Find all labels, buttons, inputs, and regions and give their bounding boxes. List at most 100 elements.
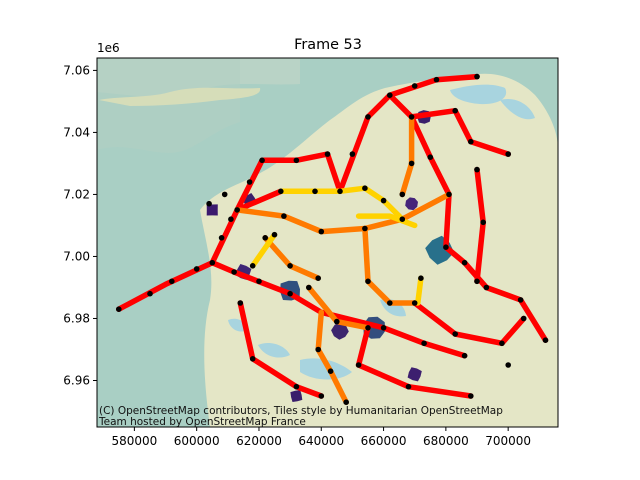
marker-38 <box>355 362 362 368</box>
x-tick-label: 580000 <box>111 434 157 448</box>
road-5 <box>408 114 549 343</box>
road-16 <box>278 185 368 195</box>
y-tick-label: 7.06 <box>63 63 90 77</box>
marker-2 <box>169 278 175 285</box>
x-tick-label: 640000 <box>298 434 344 448</box>
lake-southwest <box>258 343 290 358</box>
marker-70 <box>461 352 468 359</box>
marker-14 <box>365 114 371 120</box>
marker-11 <box>324 151 331 157</box>
marker-20 <box>452 107 459 114</box>
marker-7 <box>234 207 240 213</box>
marker-22 <box>505 151 512 157</box>
y-tick-label: 6.96 <box>63 373 90 387</box>
marker-53 <box>387 300 393 306</box>
x-axis: 580000 600000 620000 640000 660000 680000 7000… <box>111 427 531 448</box>
marker-12 <box>337 188 343 195</box>
marker-3 <box>193 266 200 272</box>
marker-69 <box>421 340 427 347</box>
marker-9 <box>259 157 265 164</box>
marker-51 <box>315 275 322 282</box>
x-tick-label: 700000 <box>485 434 531 448</box>
marker-34 <box>452 331 459 337</box>
marker-68 <box>380 325 387 331</box>
y-axis: 6.96 6.98 7.00 7.02 7.04 7.06 <box>63 63 97 387</box>
marker-21 <box>468 138 474 145</box>
marker-32 <box>474 278 480 285</box>
marker-46 <box>318 228 325 235</box>
marker-41 <box>237 300 244 306</box>
marker-59 <box>408 160 415 167</box>
zone-6 <box>405 197 418 211</box>
marker-27 <box>483 284 490 291</box>
marker-49 <box>262 235 269 241</box>
marker-57 <box>327 368 334 375</box>
marker-71 <box>505 362 512 368</box>
marker-29 <box>542 337 549 344</box>
marker-13 <box>349 151 356 157</box>
marker-37 <box>365 325 371 331</box>
tidal-flat-west <box>97 58 240 153</box>
road-7 <box>411 300 527 347</box>
axes-frame <box>96 57 559 428</box>
marker-45 <box>281 213 287 219</box>
marker-55 <box>334 318 340 325</box>
x-tick-label: 620000 <box>236 434 282 448</box>
marker-60 <box>399 191 406 198</box>
marker-28 <box>517 297 524 303</box>
marker-39 <box>405 383 412 390</box>
y-tick-label: 6.98 <box>63 311 90 325</box>
marker-44 <box>318 393 325 399</box>
marker-0 <box>116 306 122 313</box>
marker-5 <box>218 235 225 241</box>
marker-62 <box>312 188 318 195</box>
road-10 <box>234 191 452 235</box>
road-8 <box>355 325 474 399</box>
x-tick-label: 600000 <box>174 434 220 448</box>
x-tick-label: 680000 <box>423 434 469 448</box>
zone-0 <box>206 204 218 216</box>
marker-72 <box>271 231 278 238</box>
marker-52 <box>365 278 371 285</box>
road-12 <box>362 225 418 306</box>
marker-36 <box>520 315 527 322</box>
marker-30 <box>474 166 480 173</box>
marker-66 <box>256 278 262 285</box>
marker-74 <box>418 275 424 282</box>
marker-25 <box>443 244 449 250</box>
lake-south <box>300 358 352 380</box>
marker-24 <box>446 191 452 198</box>
y-tick-label: 7.02 <box>63 187 90 201</box>
marker-40 <box>468 393 474 399</box>
road-18 <box>355 213 418 229</box>
marker-23 <box>427 154 434 160</box>
y-offset-label: 1e6 <box>97 41 120 55</box>
marker-17 <box>433 76 440 83</box>
marker-50 <box>287 263 293 269</box>
marker-56 <box>315 346 322 353</box>
marker-61 <box>278 188 284 195</box>
marker-35 <box>499 340 505 347</box>
attribution-line-2: Team hosted by OpenStreetMap France <box>98 416 306 428</box>
marker-15 <box>387 92 393 98</box>
marker-76 <box>221 191 228 198</box>
marker-58 <box>343 399 350 406</box>
zone-9 <box>407 367 422 382</box>
road-19 <box>415 275 424 306</box>
marker-73 <box>249 263 256 269</box>
marker-6 <box>228 216 234 222</box>
marker-16 <box>411 83 418 89</box>
zone-4 <box>331 322 349 340</box>
attribution-line-1: (C) OpenStreetMap contributors, Tiles st… <box>99 405 503 417</box>
plot-title: Frame 53 <box>294 37 362 53</box>
road-20 <box>249 231 278 269</box>
lake-northeast <box>500 98 535 120</box>
y-tick-label: 7.04 <box>63 125 90 139</box>
marker-31 <box>480 219 487 226</box>
y-tick-label: 7.00 <box>63 249 90 263</box>
x-tick-label: 660000 <box>361 434 407 448</box>
marker-47 <box>362 225 368 232</box>
marker-64 <box>380 197 387 204</box>
marker-75 <box>206 200 212 207</box>
